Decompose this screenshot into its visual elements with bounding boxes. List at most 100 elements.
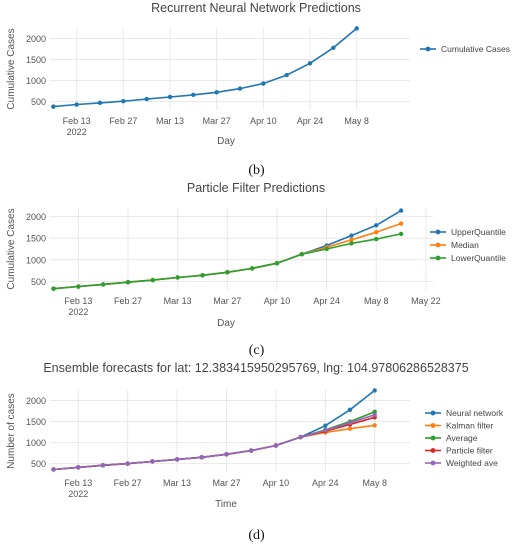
- data-point-kalman-filter: [372, 423, 377, 428]
- x-tick-label: Mar 13: [164, 296, 192, 306]
- data-point-lowerquantile: [374, 236, 379, 242]
- y-tick-label: 500: [31, 97, 46, 107]
- x-tick-label: Apr 10: [263, 478, 290, 488]
- legend-label: UpperQuantile: [451, 227, 506, 237]
- data-point-weighted-ave: [273, 443, 279, 448]
- data-point-cumulative-cases: [237, 86, 243, 91]
- x-tick-label: May 8: [344, 116, 369, 126]
- data-point-lowerquantile: [51, 286, 56, 291]
- data-point-lowerquantile: [349, 241, 354, 246]
- data-point-neural-network: [347, 407, 353, 412]
- data-point-cumulative-cases: [331, 45, 336, 50]
- legend-label: Cumulative Cases: [441, 44, 510, 54]
- x-tick-label: Apr 24: [297, 116, 324, 126]
- x-tick-label: Apr 24: [312, 478, 339, 488]
- data-point-weighted-ave: [174, 457, 180, 462]
- data-point-lowerquantile: [200, 273, 205, 278]
- data-point-cumulative-cases: [51, 104, 56, 109]
- legend-swatch-marker: [435, 255, 441, 261]
- data-point-lowerquantile: [225, 270, 230, 275]
- x-tick-year-label: 2022: [68, 307, 88, 317]
- series-line-cumulative-cases: [53, 27, 358, 108]
- chart-title: Particle Filter Predictions: [187, 181, 325, 195]
- data-point-weighted-ave: [298, 434, 303, 440]
- x-tick-year-label: 2022: [67, 127, 87, 137]
- x-tick-label: May 22: [411, 296, 441, 306]
- x-axis-title: Day: [217, 136, 235, 147]
- data-point-weighted-ave: [248, 448, 254, 453]
- x-tick-label: May 8: [364, 296, 389, 306]
- data-point-cumulative-cases: [191, 92, 196, 98]
- x-tick-label: Apr 10: [264, 296, 291, 306]
- particle-filter-predictions-chart: Particle Filter Predictions 500 1000 1500 20…: [6, 181, 506, 329]
- legend-swatch-marker: [425, 46, 431, 52]
- data-point-weighted-ave: [150, 459, 155, 464]
- data-point-lowerquantile: [274, 261, 280, 266]
- x-tick-label: Mar 27: [212, 478, 240, 488]
- x-tick-label: Apr 24: [313, 296, 340, 306]
- data-point-lowerquantile: [150, 277, 156, 283]
- series-line-weighted-ave: [53, 414, 375, 471]
- y-tick-label: 500: [31, 459, 46, 469]
- data-point-cumulative-cases: [354, 26, 359, 31]
- x-tick-label: Feb 27: [114, 296, 142, 306]
- y-tick-label: 2000: [26, 34, 46, 44]
- x-tick-label: Feb 27: [109, 116, 137, 126]
- data-point-lowerquantile: [299, 251, 304, 257]
- data-point-lowerquantile: [175, 275, 180, 280]
- y-axis-title: Number of cases: [6, 393, 17, 469]
- data-point-weighted-ave: [125, 461, 130, 466]
- caption-c: (c): [248, 343, 265, 358]
- data-point-cumulative-cases: [284, 72, 289, 78]
- chart-title: Recurrent Neural Network Predictions: [151, 1, 361, 15]
- x-axis-title: Time: [215, 499, 237, 510]
- data-point-median: [349, 237, 354, 243]
- data-point-lowerquantile: [398, 231, 404, 237]
- data-point-cumulative-cases: [144, 96, 149, 102]
- data-point-cumulative-cases: [97, 100, 103, 106]
- y-tick-label: 1500: [26, 417, 46, 427]
- legend-label: Neural network: [446, 408, 504, 418]
- data-point-weighted-ave: [372, 412, 377, 418]
- data-point-cumulative-cases: [261, 81, 266, 86]
- data-point-lowerquantile: [125, 280, 131, 285]
- series-line-average: [53, 411, 375, 471]
- y-tick-label: 2000: [26, 212, 46, 222]
- data-point-lowerquantile: [249, 266, 255, 271]
- data-point-upperquantile: [349, 233, 354, 238]
- data-point-neural-network: [323, 423, 328, 428]
- y-axis-title: Cumulative Cases: [6, 28, 17, 109]
- legend-swatch-marker: [430, 435, 436, 441]
- data-point-upperquantile: [398, 208, 404, 213]
- chart-title: Ensemble forecasts for lat: 12.383415950…: [43, 361, 468, 375]
- x-tick-label: Mar 13: [156, 116, 184, 126]
- legend-label: Kalman filter: [446, 421, 493, 431]
- x-tick-label: Feb 13: [64, 478, 92, 488]
- data-point-weighted-ave: [51, 467, 56, 472]
- x-tick-year-label: 2022: [68, 489, 88, 499]
- rnn-predictions-chart: Recurrent Neural Network Predictions 500 1…: [6, 1, 510, 147]
- y-tick-label: 2000: [26, 396, 46, 406]
- data-point-cumulative-cases: [307, 61, 313, 66]
- y-axis-title: Cumulative Cases: [6, 208, 17, 289]
- legend-swatch-marker: [435, 229, 441, 235]
- ensemble-forecasts-chart: Ensemble forecasts for lat: 12.383415950…: [6, 361, 504, 510]
- data-point-weighted-ave: [224, 452, 229, 457]
- data-point-lowerquantile: [324, 246, 329, 252]
- y-tick-label: 1500: [26, 55, 46, 65]
- data-point-cumulative-cases: [214, 90, 219, 95]
- legend-label: LowerQuantile: [451, 253, 506, 263]
- data-point-cumulative-cases: [121, 98, 126, 104]
- data-point-median: [398, 221, 404, 226]
- data-point-weighted-ave: [347, 420, 353, 425]
- legend-swatch-marker: [435, 242, 441, 248]
- data-point-cumulative-cases: [74, 102, 79, 107]
- y-tick-label: 1500: [26, 234, 46, 244]
- data-point-weighted-ave: [100, 463, 106, 468]
- y-tick-label: 1000: [26, 255, 46, 265]
- legend-label: Weighted ave: [446, 458, 498, 468]
- data-point-lowerquantile: [76, 284, 81, 289]
- x-axis-title: Day: [217, 318, 235, 329]
- data-point-weighted-ave: [199, 455, 204, 460]
- x-tick-label: Mar 27: [213, 296, 241, 306]
